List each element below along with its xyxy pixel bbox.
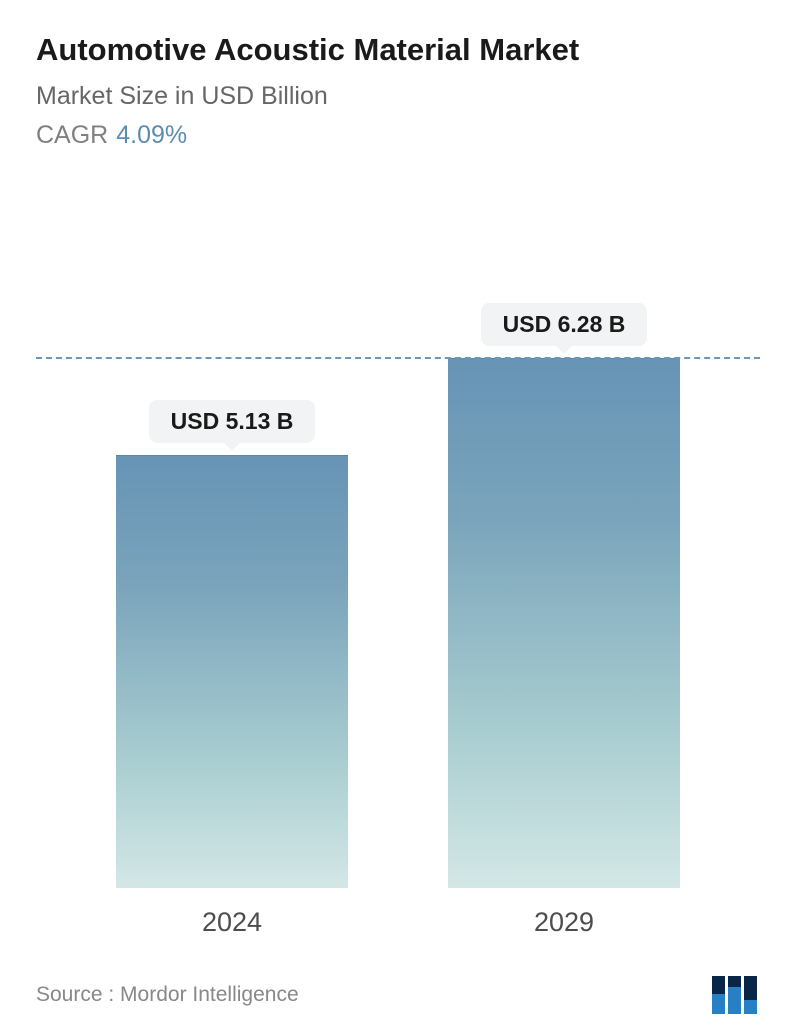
chart-footer: Source : Mordor Intelligence <box>36 948 760 1014</box>
cagr-label: CAGR <box>36 121 108 149</box>
cagr-row: CAGR 4.09% <box>36 121 760 150</box>
x-axis-labels: 2024 2029 <box>36 907 760 938</box>
mordor-logo-icon <box>712 976 760 1014</box>
value-badge-1: USD 6.28 B <box>481 303 648 346</box>
chart-title: Automotive Acoustic Material Market <box>36 32 760 68</box>
value-badge-0: USD 5.13 B <box>149 400 316 443</box>
bar-1 <box>448 358 680 888</box>
bar-group-1: USD 6.28 B <box>448 303 680 888</box>
bar-0 <box>116 455 348 888</box>
cagr-value: 4.09% <box>116 121 187 149</box>
chart-area: USD 5.13 B USD 6.28 B 2024 2029 <box>36 200 760 938</box>
bar-group-0: USD 5.13 B <box>116 400 348 888</box>
x-label-0: 2024 <box>116 907 348 938</box>
bars-row: USD 5.13 B USD 6.28 B <box>36 200 760 888</box>
chart-container: Automotive Acoustic Material Market Mark… <box>0 0 796 1034</box>
source-text: Source : Mordor Intelligence <box>36 983 299 1007</box>
chart-subtitle: Market Size in USD Billion <box>36 82 760 111</box>
x-label-1: 2029 <box>448 907 680 938</box>
reference-line <box>36 357 760 359</box>
